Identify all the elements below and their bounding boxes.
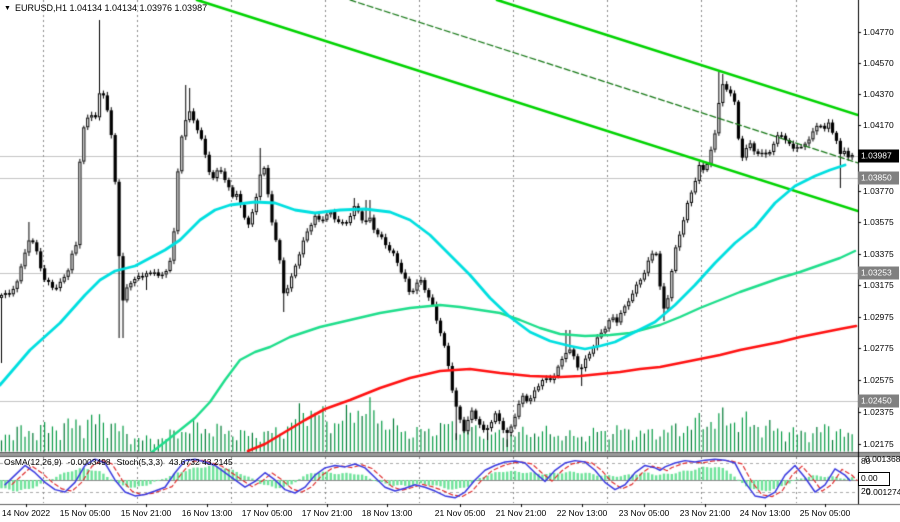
- osma-zero-box: 0.00: [858, 472, 890, 486]
- osma-value: -0.0003498: [67, 457, 111, 467]
- price-tick-label: 1.04770: [863, 27, 894, 37]
- time-tick-label[interactable]: 14 Nov 2022: [1, 508, 51, 518]
- osma-min-label: 0.001274: [866, 487, 900, 497]
- time-tick-label[interactable]: 25 Nov 05:00: [799, 508, 851, 518]
- time-tick-label[interactable]: 17 Nov 21:00: [301, 508, 353, 518]
- price-tick-label: 1.04170: [863, 120, 894, 130]
- time-tick-label[interactable]: 17 Nov 05:00: [241, 508, 293, 518]
- time-tick-label[interactable]: 21 Nov 21:00: [495, 508, 547, 518]
- price-tick-label: 1.04370: [863, 89, 894, 99]
- price-tick-label: 1.03575: [863, 217, 894, 227]
- stoch-values: 43.6732 43.2145: [168, 457, 233, 467]
- time-tick-label[interactable]: 24 Nov 13:00: [739, 508, 791, 518]
- stoch-level-20-label: 20: [861, 486, 871, 496]
- indicator-header: OsMA(12,26,9) -0.0003498 Stoch(5,3,3) 43.67…: [4, 457, 239, 467]
- time-tick-label[interactable]: 21 Nov 05:00: [434, 508, 486, 518]
- price-tick-label: 1.02575: [863, 375, 894, 385]
- chart-ohlc-header: ▼ EURUSD,H1 1.04134 1.04134 1.03976 1.039…: [4, 3, 207, 13]
- time-tick-label[interactable]: 18 Nov 13:00: [361, 508, 413, 518]
- price-tick-label: 1.03770: [863, 186, 894, 196]
- time-tick-label[interactable]: 23 Nov 05:00: [618, 508, 670, 518]
- time-tick-label[interactable]: 16 Nov 13:00: [181, 508, 233, 518]
- price-tick-label: 1.03375: [863, 249, 894, 259]
- stoch-label: Stoch(5,3,3): [116, 457, 163, 467]
- time-tick-label[interactable]: 22 Nov 13:00: [556, 508, 608, 518]
- price-level-box: 1.03253: [858, 266, 899, 280]
- price-tick-label: 1.02975: [863, 312, 894, 322]
- osma-label: OsMA(12,26,9): [4, 457, 62, 467]
- price-tick-label: 1.02775: [863, 343, 894, 353]
- time-tick-label[interactable]: 15 Nov 05:00: [59, 508, 111, 518]
- time-tick-label[interactable]: 23 Nov 21:00: [679, 508, 731, 518]
- price-tick-label: 1.02375: [863, 407, 894, 417]
- price-level-box: 1.03987: [858, 149, 899, 163]
- time-tick-label[interactable]: 15 Nov 21:00: [120, 508, 172, 518]
- price-level-box: 1.02450: [858, 394, 899, 408]
- stoch-level-80-label: 80: [861, 456, 871, 466]
- price-level-box: 1.03850: [858, 171, 899, 185]
- price-tick-label: 1.04570: [863, 58, 894, 68]
- collapse-icon[interactable]: ▼: [4, 5, 11, 12]
- ohlc-text: EURUSD,H1 1.04134 1.04134 1.03976 1.0398…: [14, 3, 208, 13]
- osma-max-label: 0.0013681: [865, 454, 900, 464]
- price-tick-label: 1.03175: [863, 280, 894, 290]
- price-tick-label: 1.02175: [863, 439, 894, 449]
